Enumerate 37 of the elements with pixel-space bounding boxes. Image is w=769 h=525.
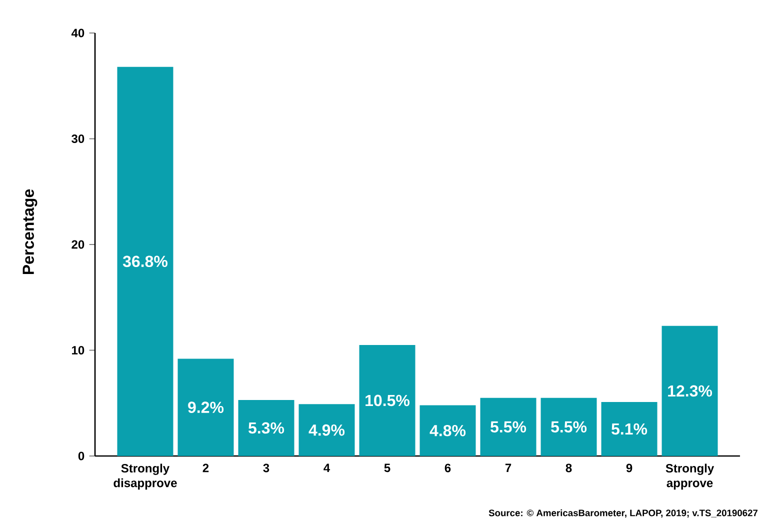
- x-tick-label: 5: [384, 464, 390, 472]
- data-label: 4.8%: [430, 424, 466, 436]
- source-note: Source: © AmericasBarometer, LAPOP, 2019; v.TS_20190627: [488, 509, 758, 518]
- x-tick-label: Strongly approve: [666, 464, 714, 490]
- data-label: 5.3%: [248, 422, 284, 434]
- bar: [480, 398, 536, 456]
- y-tick-label: 40: [71, 28, 84, 38]
- x-tick-label: 3: [263, 464, 270, 472]
- bar: [662, 326, 718, 456]
- data-label: 5.5%: [490, 421, 526, 433]
- x-tick-label: 9: [626, 464, 632, 472]
- bar: [420, 405, 476, 456]
- data-label: 9.2%: [188, 402, 224, 413]
- bar: [540, 398, 597, 456]
- bar: [298, 404, 355, 456]
- bar: [178, 358, 234, 456]
- data-label: 5.5%: [551, 421, 587, 433]
- y-tick-label: 30: [72, 134, 84, 143]
- x-tick-label: 4: [324, 464, 330, 472]
- x-tick-label: 8: [566, 464, 572, 472]
- data-label: 5.1%: [612, 423, 648, 435]
- bar: [601, 402, 658, 456]
- x-tick-label: Strongly disapprove: [114, 464, 177, 490]
- bar: [238, 400, 294, 456]
- x-tick-label: 7: [505, 464, 512, 472]
- data-label: 12.3%: [668, 385, 712, 397]
- y-tick-label: 20: [72, 240, 84, 249]
- data-label: 10.5%: [366, 394, 410, 406]
- y-axis-title: Percentage: [22, 189, 38, 274]
- data-label: 36.8%: [122, 256, 168, 268]
- x-tick-label: 6: [444, 464, 451, 472]
- bar: [117, 66, 174, 456]
- y-tick-label: 0: [78, 452, 84, 460]
- data-label: 4.9%: [308, 424, 345, 436]
- y-tick-label: 10: [72, 346, 84, 354]
- bar: [359, 344, 416, 456]
- x-tick-label: 2: [202, 464, 209, 472]
